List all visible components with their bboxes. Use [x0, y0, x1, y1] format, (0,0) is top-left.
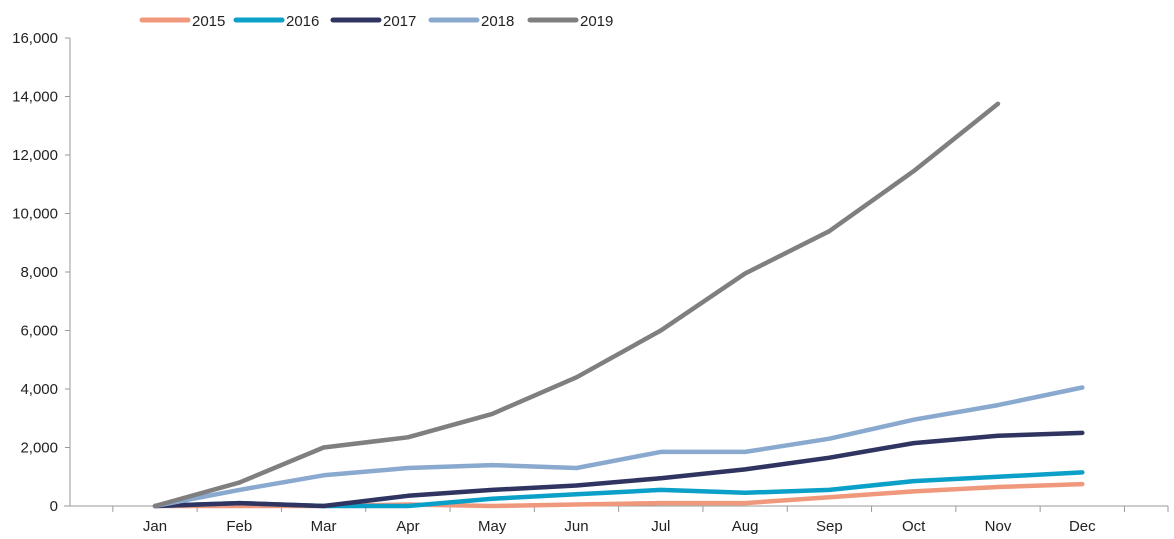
y-tick-label: 12,000: [12, 147, 58, 164]
x-tick-label: Dec: [1069, 518, 1096, 535]
x-tick-label: Jun: [564, 518, 588, 535]
y-tick-label: 4,000: [20, 381, 58, 398]
series-line-2018: [152, 385, 1085, 509]
legend-label-2016: 2016: [286, 13, 319, 30]
x-tick-label: May: [478, 518, 507, 535]
y-axis-ticks: 0 2,000 4,000 6,000 8,000 10,000 12,000 14,000 1…: [12, 30, 70, 515]
x-axis-ticks: Jan Feb Mar Apr May Jun Jul Aug Sep Oct Nov Dec: [112, 506, 1169, 535]
x-tick-label: Sep: [816, 518, 843, 535]
x-tick-label: Aug: [732, 518, 759, 535]
y-tick-label: 8,000: [20, 264, 58, 281]
x-tick-label: Feb: [226, 518, 252, 535]
x-tick-label: Jan: [143, 518, 167, 535]
y-tick-label: 6,000: [20, 323, 58, 340]
legend-label-2019: 2019: [580, 13, 613, 30]
legend-label-2015: 2015: [192, 13, 225, 30]
x-tick-label: Apr: [396, 518, 419, 535]
y-tick-label: 0: [50, 498, 58, 515]
y-tick-label: 16,000: [12, 30, 58, 47]
legend-label-2018: 2018: [481, 13, 514, 30]
y-tick-label: 2,000: [20, 440, 58, 457]
x-tick-label: Oct: [902, 518, 926, 535]
series-line-2015: [152, 481, 1085, 509]
y-tick-label: 10,000: [12, 206, 58, 223]
x-tick-label: Nov: [985, 518, 1012, 535]
series-line-2019: [152, 101, 1001, 509]
x-tick-label: Mar: [311, 518, 337, 535]
legend: 2015 2016 2017 2018 2019: [139, 13, 613, 30]
plot-area: [152, 101, 1085, 509]
x-tick-label: Jul: [651, 518, 670, 535]
series-line-2017: [152, 430, 1085, 509]
y-tick-label: 14,000: [12, 89, 58, 106]
legend-label-2017: 2017: [383, 13, 416, 30]
